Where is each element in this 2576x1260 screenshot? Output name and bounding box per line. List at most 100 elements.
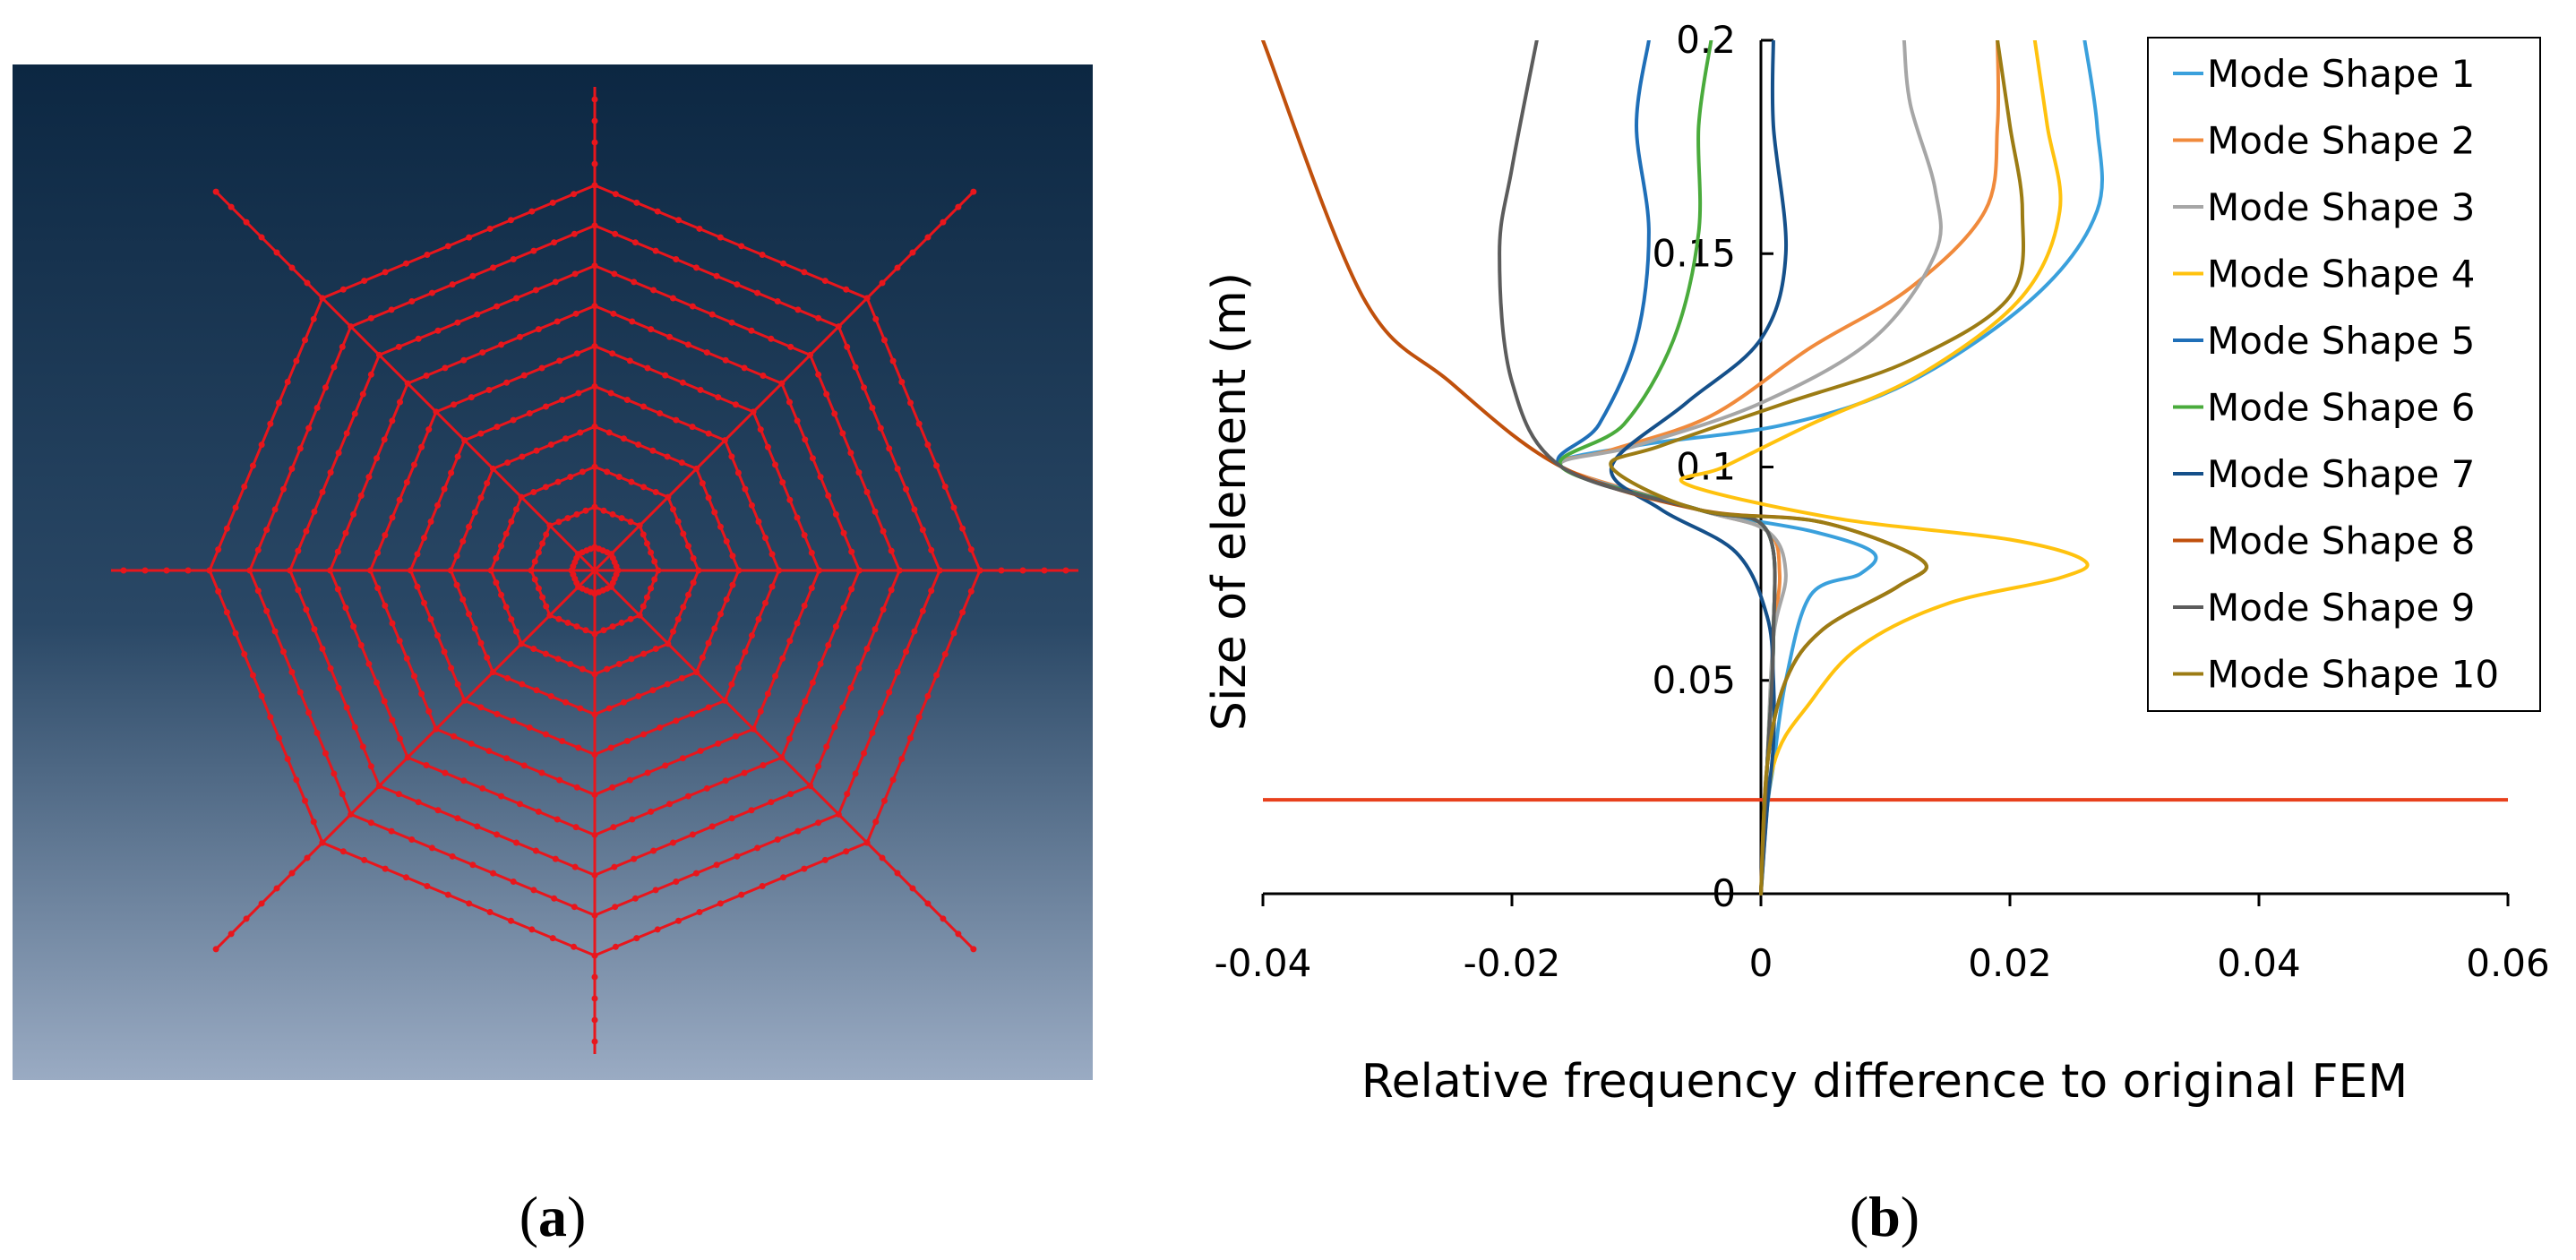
mesh-node	[582, 507, 589, 514]
mesh-node	[734, 853, 741, 860]
mesh-node	[243, 915, 250, 922]
mesh-node	[847, 450, 854, 457]
mesh-node	[623, 396, 631, 403]
mesh-node	[395, 791, 402, 798]
mesh-node	[469, 272, 477, 279]
mesh-node	[460, 356, 468, 364]
mesh-node	[689, 303, 696, 310]
mesh-node	[579, 665, 586, 673]
mesh-node	[924, 441, 932, 449]
mesh-node	[801, 269, 808, 276]
mesh-node	[303, 527, 310, 535]
mesh-node	[468, 394, 475, 401]
mesh-node	[823, 390, 830, 398]
mesh-node	[591, 751, 598, 759]
mesh-node	[477, 704, 485, 711]
mesh-node	[396, 638, 403, 645]
mesh-node	[955, 203, 962, 210]
y-tick-label: 0	[1712, 871, 1736, 915]
mesh-node	[643, 540, 650, 547]
mesh-node	[528, 208, 536, 215]
mesh-node	[441, 485, 448, 493]
mesh-node	[420, 535, 427, 542]
mesh-node	[493, 579, 500, 587]
mesh-node	[801, 865, 808, 872]
mesh-node	[817, 660, 824, 667]
mesh-node	[678, 459, 685, 467]
mesh-node	[610, 824, 617, 831]
mesh-node	[296, 689, 304, 696]
mesh-node	[689, 424, 696, 431]
mesh-node	[339, 286, 347, 293]
mesh-node	[223, 525, 230, 532]
mesh-node	[808, 585, 815, 592]
mesh-node	[911, 628, 918, 635]
mesh-node	[748, 632, 755, 639]
mesh-node	[215, 546, 222, 553]
mesh-node	[723, 538, 730, 545]
mesh-node	[764, 690, 771, 698]
mesh-node	[295, 547, 302, 554]
mesh-node	[461, 697, 468, 704]
mesh-node	[759, 252, 766, 259]
mesh-node	[636, 612, 643, 619]
mesh-node	[717, 523, 724, 530]
mesh-node	[554, 816, 561, 823]
mesh-node	[628, 478, 635, 485]
mesh-node	[628, 656, 635, 663]
panel-a-mesh	[13, 64, 1093, 1080]
mesh-node	[486, 909, 494, 916]
mesh-node	[673, 416, 680, 424]
mesh-node	[609, 350, 616, 357]
series-line-mode-shape-4	[1679, 40, 2090, 896]
mesh-node	[821, 856, 829, 863]
mesh-node	[967, 546, 975, 553]
mesh-node	[542, 484, 549, 491]
mesh-node	[772, 461, 779, 468]
mesh-node	[933, 462, 940, 469]
mesh-node	[554, 318, 561, 325]
mesh-node	[605, 429, 613, 436]
mesh-node	[591, 711, 598, 718]
mesh-node	[311, 626, 318, 633]
mesh-node	[591, 303, 598, 310]
mesh-node	[530, 247, 537, 254]
mesh-node	[591, 96, 598, 103]
mesh-node	[331, 770, 338, 777]
mesh-node	[689, 710, 696, 717]
mesh-node	[591, 973, 598, 981]
mesh-node	[626, 357, 633, 364]
mesh-node	[708, 823, 716, 830]
mesh-node	[331, 364, 338, 371]
mesh-node	[776, 567, 783, 574]
mesh-node	[313, 404, 321, 411]
mesh-node	[551, 239, 558, 246]
mesh-node	[738, 891, 745, 898]
mesh-node	[403, 479, 410, 486]
mesh-node	[520, 372, 528, 379]
mesh-node	[959, 525, 966, 532]
mesh-node	[713, 272, 720, 279]
mesh-node	[468, 740, 475, 747]
mesh-node	[389, 514, 396, 521]
x-axis-title: Relative frequency difference to origina…	[1361, 1055, 2408, 1109]
mesh-node	[807, 783, 814, 790]
x-tick-label: 0.04	[2217, 941, 2301, 985]
mesh-node	[532, 287, 539, 294]
mesh-node	[940, 219, 947, 226]
mesh-node	[374, 585, 382, 592]
mesh-node	[142, 567, 149, 574]
mesh-node	[579, 468, 586, 476]
mesh-node	[466, 611, 473, 618]
mesh-node	[609, 623, 616, 630]
mesh-node	[889, 776, 897, 784]
mesh-node	[212, 946, 219, 953]
mesh-node	[479, 349, 486, 356]
mesh-node	[629, 816, 636, 823]
mesh-node	[591, 503, 598, 510]
mesh-node	[644, 364, 651, 372]
mesh-node	[852, 364, 859, 371]
mesh-node	[762, 535, 769, 542]
mesh-node	[755, 616, 762, 623]
mesh-node	[631, 279, 638, 286]
